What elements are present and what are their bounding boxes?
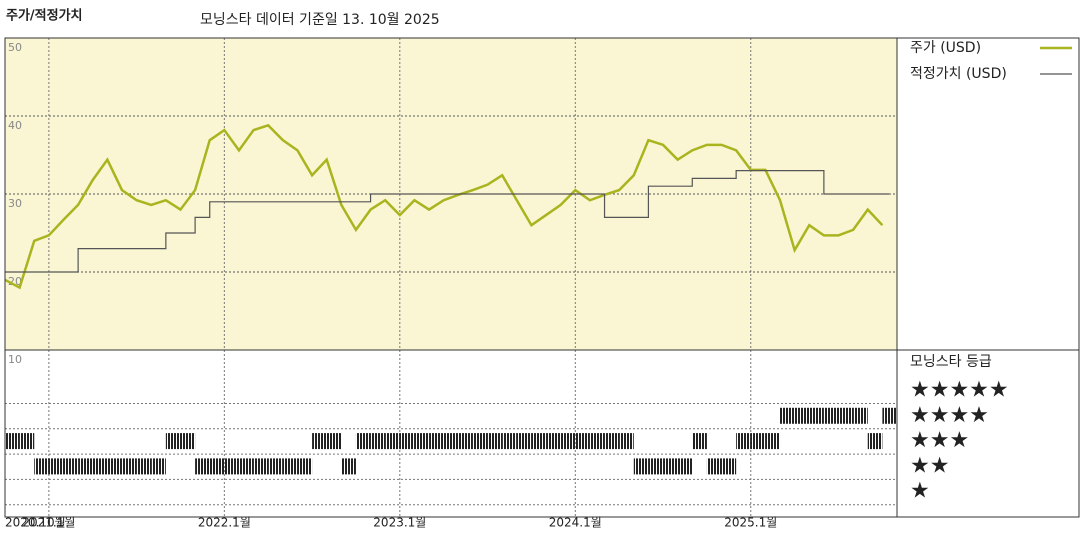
y-tick-label: ★★★ <box>910 428 969 453</box>
rating-bar <box>721 458 737 475</box>
rating-bar <box>750 433 766 450</box>
rating-bar <box>355 433 371 450</box>
rating-bar <box>34 458 49 475</box>
rating-bar <box>765 433 781 450</box>
rating-bar <box>648 458 664 475</box>
y-tick-label: 30 <box>8 197 22 210</box>
rating-bar <box>487 433 503 450</box>
chart-title: 주가/적정가치 <box>6 8 83 24</box>
rating-bar <box>282 458 298 475</box>
rating-bar <box>736 433 751 450</box>
rating-bar <box>63 458 79 475</box>
series-line <box>4 123 884 290</box>
rating-bar <box>180 433 196 450</box>
rating-bar <box>209 458 225 475</box>
rating-bar <box>838 407 854 424</box>
y-tick-label: 40 <box>8 119 22 132</box>
legend-label: 주가 (USD) <box>910 40 981 56</box>
rating-bar <box>399 433 415 450</box>
y-tick-label: ★★ <box>910 453 949 478</box>
x-tick-label: 2024.1월 <box>549 516 602 530</box>
rating-bar <box>853 407 868 424</box>
series-line <box>5 170 889 273</box>
rating-bar <box>706 458 722 475</box>
y-tick-label: 20 <box>8 275 22 288</box>
rating-bar <box>326 433 342 450</box>
rating-bar <box>780 407 795 424</box>
rating-bar <box>458 433 473 450</box>
rating-bar <box>195 458 210 475</box>
rating-bar <box>692 433 707 450</box>
rating-bar <box>531 433 547 450</box>
rating-bar <box>809 407 824 424</box>
x-tick-label: 2025.1월 <box>724 516 777 530</box>
legend-label: 적정가치 (USD) <box>910 66 1007 82</box>
rating-bar <box>121 458 137 475</box>
x-tick-label: 2023.1월 <box>373 516 426 530</box>
frame <box>4 37 1080 518</box>
y-tick-label: ★★★★★ <box>910 377 1009 402</box>
rating-bar <box>589 433 605 450</box>
rating-bar <box>253 458 269 475</box>
rating-bar <box>546 433 561 450</box>
rating-bar <box>867 433 883 450</box>
rating-bar <box>575 433 590 450</box>
chart-subtitle: 모닝스타 데이터 기준일 13. 10월 2025 <box>200 12 440 28</box>
rating-bar <box>604 433 620 450</box>
rating-bar <box>238 458 254 475</box>
rating-bar <box>882 407 897 424</box>
y-tick-label: 50 <box>8 41 22 54</box>
rating-bar <box>794 407 810 424</box>
rating-bar <box>823 407 839 424</box>
rating-bar <box>414 433 430 450</box>
rating-bar <box>165 433 181 450</box>
rating-bar <box>443 433 459 450</box>
x-tick-label: 2022.1월 <box>198 516 251 530</box>
rating-bar <box>677 458 693 475</box>
y-tick-label: ★ <box>910 479 930 504</box>
rating-bar <box>19 433 35 450</box>
y-tick-label: 10 <box>8 353 22 366</box>
rating-bar <box>502 433 517 450</box>
rating-bar <box>5 433 20 450</box>
rating-bar <box>48 458 64 475</box>
rating-bar <box>663 458 678 475</box>
y-tick-label: ★★★★ <box>910 403 989 428</box>
rating-bar <box>107 458 122 475</box>
rating-bar <box>560 433 576 450</box>
rating-bar <box>151 458 166 475</box>
rating-bar <box>341 458 356 475</box>
rating-bar <box>472 433 488 450</box>
rating-bar <box>297 458 313 475</box>
rating-bar <box>633 458 649 475</box>
rating-bar <box>619 433 634 450</box>
rating-bar <box>268 458 283 475</box>
rating-bar <box>385 433 400 450</box>
rating-bar <box>429 433 444 450</box>
x-tick-label: 2020.10월 <box>5 516 66 530</box>
rating-title: 모닝스타 등급 <box>910 354 992 370</box>
x-tick-label: 2021.1월 <box>22 516 75 530</box>
rating-bar <box>92 458 108 475</box>
rating-bar <box>312 433 327 450</box>
rating-bar <box>136 458 152 475</box>
rating-bar <box>78 458 93 475</box>
rating-bar <box>516 433 532 450</box>
rating-bar <box>370 433 386 450</box>
rating-bar <box>224 458 239 475</box>
